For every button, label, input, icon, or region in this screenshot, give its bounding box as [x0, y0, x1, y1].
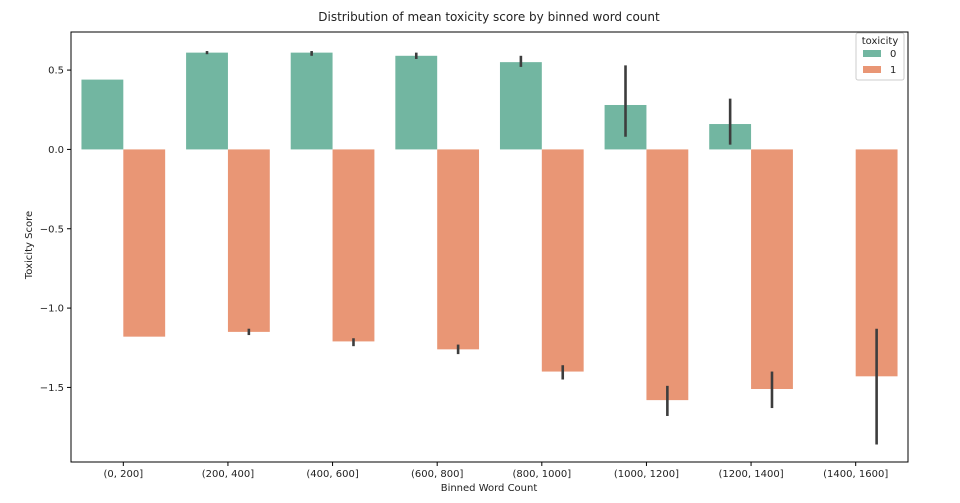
- y-tick-label: 0.5: [48, 66, 64, 77]
- legend-label-1: 1: [890, 65, 896, 76]
- bar-series-1-0: [123, 149, 166, 337]
- chart-title: Distribution of mean toxicity score by b…: [318, 10, 660, 24]
- x-tick-label: (400, 600]: [306, 469, 358, 480]
- x-tick-label: (0, 200]: [104, 469, 144, 480]
- bar-series-1-5: [646, 149, 689, 401]
- bar-series-1-6: [751, 149, 793, 390]
- y-tick-label: −0.5: [40, 224, 64, 235]
- bar-series-0-2: [290, 52, 333, 150]
- x-axis: (0, 200] (200, 400] (400, 600] (600, 800] (8…: [104, 462, 888, 480]
- x-tick-label: (600, 800]: [411, 469, 463, 480]
- x-tick-label: (800, 1000]: [512, 469, 571, 480]
- bar-series-1-4: [541, 149, 584, 372]
- legend: toxicity 0 1: [855, 32, 905, 81]
- legend-title: toxicity: [862, 36, 899, 47]
- y-axis-label: Toxicity Score: [24, 211, 35, 280]
- y-tick-label: −1.5: [40, 383, 64, 394]
- bar-series-0-1: [186, 52, 228, 150]
- bar-series-1-1: [227, 149, 270, 332]
- legend-swatch-0: [863, 50, 881, 57]
- legend-label-0: 0: [890, 49, 896, 60]
- plot-frame: [70, 31, 909, 463]
- bar-series-0-0: [81, 79, 124, 150]
- legend-swatch-1: [863, 66, 881, 73]
- x-tick-label: (200, 400]: [202, 469, 254, 480]
- bar-series-0-3: [395, 55, 438, 150]
- x-tick-label: (1400, 1600]: [823, 469, 888, 480]
- plot-area: [81, 51, 898, 445]
- y-axis: 0.5 0.0 −0.5 −1.0 −1.5: [40, 66, 71, 394]
- x-tick-label: (1200, 1400]: [719, 469, 784, 480]
- bar-series-0-4: [499, 62, 542, 150]
- y-tick-label: −1.0: [40, 304, 64, 315]
- y-tick-label: 0.0: [48, 145, 64, 156]
- x-axis-label: Binned Word Count: [441, 483, 538, 494]
- bar-series-1-3: [437, 149, 480, 350]
- x-tick-label: (1000, 1200]: [614, 469, 679, 480]
- bar-series-1-2: [332, 149, 375, 342]
